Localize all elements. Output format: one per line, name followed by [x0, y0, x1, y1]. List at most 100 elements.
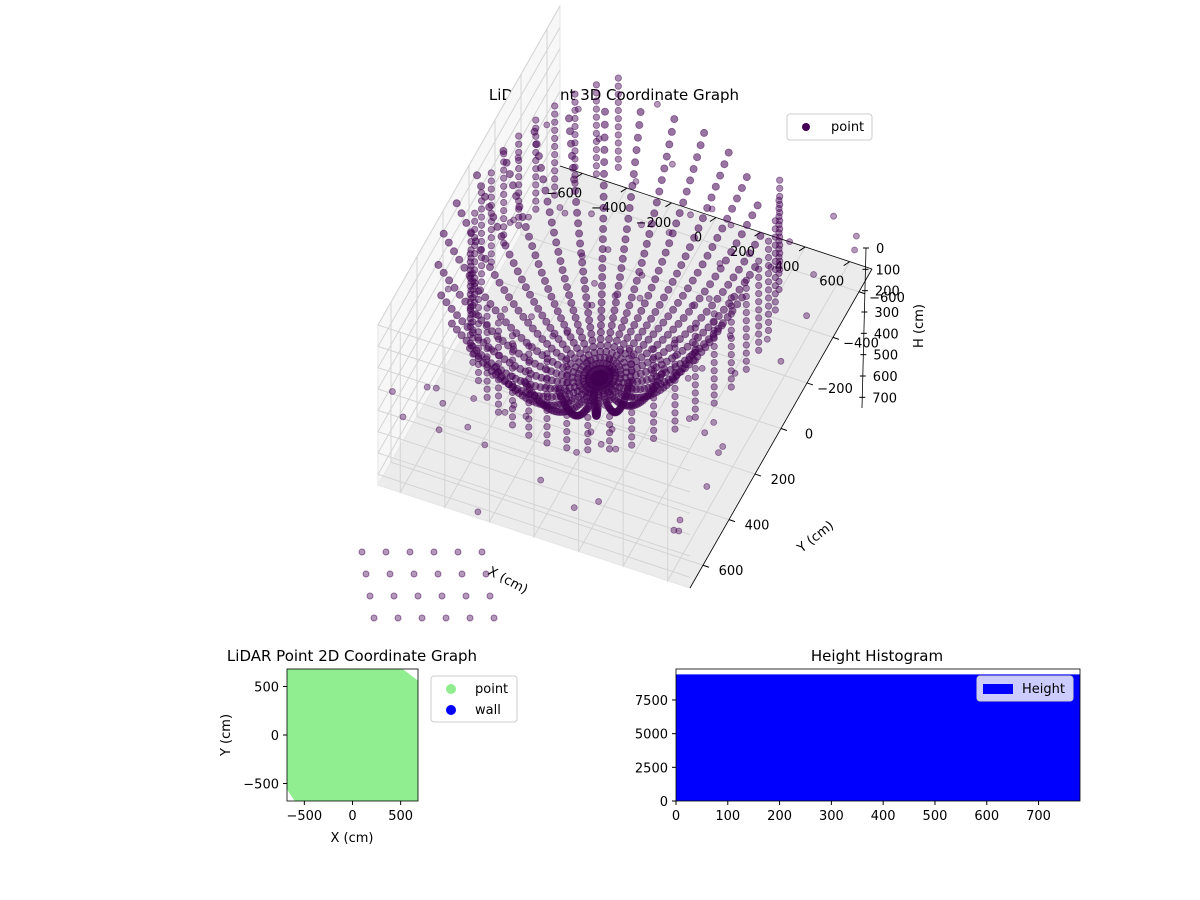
chart-3d-point	[561, 209, 569, 217]
chart-3d-point	[560, 274, 569, 283]
chart-3d-point	[650, 209, 659, 218]
chart-3d-point	[592, 89, 601, 97]
chart-3d-point	[457, 331, 466, 340]
chart-3d-x-tick	[843, 261, 850, 267]
chart-3d-point	[637, 306, 646, 315]
chart-3d-point	[775, 196, 783, 204]
chart-3d-point	[547, 218, 556, 227]
chart-3d-point	[709, 332, 718, 341]
chart-3d-point	[600, 158, 609, 167]
chart-3d-y-tick-label: −400	[843, 336, 879, 351]
chart-2d-x-tick-label: 500	[388, 809, 413, 824]
chart-3d-point	[706, 280, 715, 289]
chart-3d-point	[683, 342, 692, 351]
chart-3d-point	[585, 316, 594, 325]
chart-3d-point	[515, 140, 523, 148]
chart-3d-point	[466, 304, 475, 313]
chart-3d-point	[462, 592, 470, 600]
chart-3d-point	[525, 213, 532, 221]
chart-3d-point	[528, 313, 535, 321]
chart-3d-point	[647, 314, 656, 323]
chart-3d-point	[755, 273, 763, 281]
chart-3d-point	[571, 186, 580, 195]
chart-3d-point	[633, 314, 642, 323]
chart-3d-point	[671, 384, 679, 393]
chart-3d-point	[605, 429, 614, 437]
chart-3d-point	[691, 405, 699, 413]
chart-3d-point	[543, 431, 551, 439]
chart-3d-point	[517, 275, 526, 284]
chart-3d-point	[538, 335, 547, 344]
chart-3d-point	[571, 122, 579, 131]
chart-3d-point	[710, 358, 718, 367]
chart-3d-point	[573, 208, 582, 217]
chart-3d-point	[614, 147, 622, 155]
chart-3d-point	[508, 181, 517, 190]
chart-2d-legend-marker-point	[446, 684, 456, 694]
chart-3d-point	[465, 271, 474, 280]
chart-3d-point	[423, 383, 431, 391]
chart-3d-point	[771, 290, 779, 298]
chart-3d-point	[703, 483, 711, 490]
chart-3d-point	[551, 151, 559, 159]
chart-3d-point	[474, 333, 483, 342]
chart-3d-point	[628, 425, 636, 433]
chart-3d-y-tick-label: 200	[771, 473, 796, 488]
chart-3d-point	[487, 169, 495, 177]
chart-3d-point	[388, 388, 396, 395]
chart-3d-point	[551, 118, 559, 126]
chart-3d-x-tick-label: 600	[819, 275, 844, 290]
chart-3d-point	[742, 308, 750, 317]
chart-3d-point	[432, 384, 440, 392]
chart-3d-point	[458, 570, 466, 578]
chart-3d-point	[521, 222, 530, 231]
chart-3d-point	[660, 293, 669, 302]
chart-3d-point	[483, 385, 491, 393]
chart-3d-point	[710, 375, 718, 383]
chart-3d-point	[650, 367, 658, 375]
chart-3d-point	[663, 330, 672, 339]
chart-3d-point	[574, 105, 582, 113]
chart-3d-point	[755, 289, 763, 298]
chart-3d-point	[748, 211, 757, 220]
chart-3d-x-tick-label: 400	[775, 260, 800, 275]
chart-3d-point	[771, 273, 779, 282]
chart-3d-point	[551, 134, 559, 142]
chart-3d-point	[551, 126, 559, 134]
chart-3d-point	[551, 159, 559, 167]
chart-3d-point	[713, 233, 722, 242]
chart-3d-point	[510, 401, 518, 409]
chart-3d-point	[505, 170, 514, 179]
chart-3d-point	[691, 397, 699, 405]
chart-3d-point	[601, 401, 609, 409]
chart-3d-point	[628, 441, 636, 449]
chart-3d-point	[573, 320, 582, 329]
chart-3d-point	[657, 356, 664, 364]
chart-3d-point	[444, 285, 452, 293]
chart-3d-point	[574, 219, 583, 228]
chart-3d-point	[471, 209, 479, 217]
chart-3d-point	[686, 176, 695, 185]
chart-3d-point	[563, 436, 571, 444]
chart-3d-point	[614, 163, 622, 171]
chart-3d-point	[449, 247, 458, 256]
chart-3d-point	[481, 254, 490, 263]
chart-3d-point	[494, 319, 503, 327]
chart-3d-point	[563, 444, 571, 452]
chart-3d-point	[584, 446, 592, 454]
chart-3d-point	[649, 330, 658, 339]
chart-3d-point	[477, 278, 486, 286]
chart-3d-point	[592, 154, 601, 162]
chart-3d-point	[709, 317, 718, 326]
chart-3d-point	[687, 211, 694, 219]
chart-3d-point	[702, 307, 711, 316]
chart-3d-point	[541, 276, 550, 285]
chart-3d-point	[665, 344, 674, 353]
chart-3d-y-tick-label: −200	[817, 382, 853, 397]
chart-3d-point	[452, 311, 461, 320]
chart-3d-point	[737, 230, 746, 239]
chart-3d-point	[647, 283, 656, 292]
chart-3d-z-tick-label: 300	[874, 306, 899, 321]
chart-3d-point	[619, 339, 628, 348]
chart-3d-point	[742, 300, 750, 309]
